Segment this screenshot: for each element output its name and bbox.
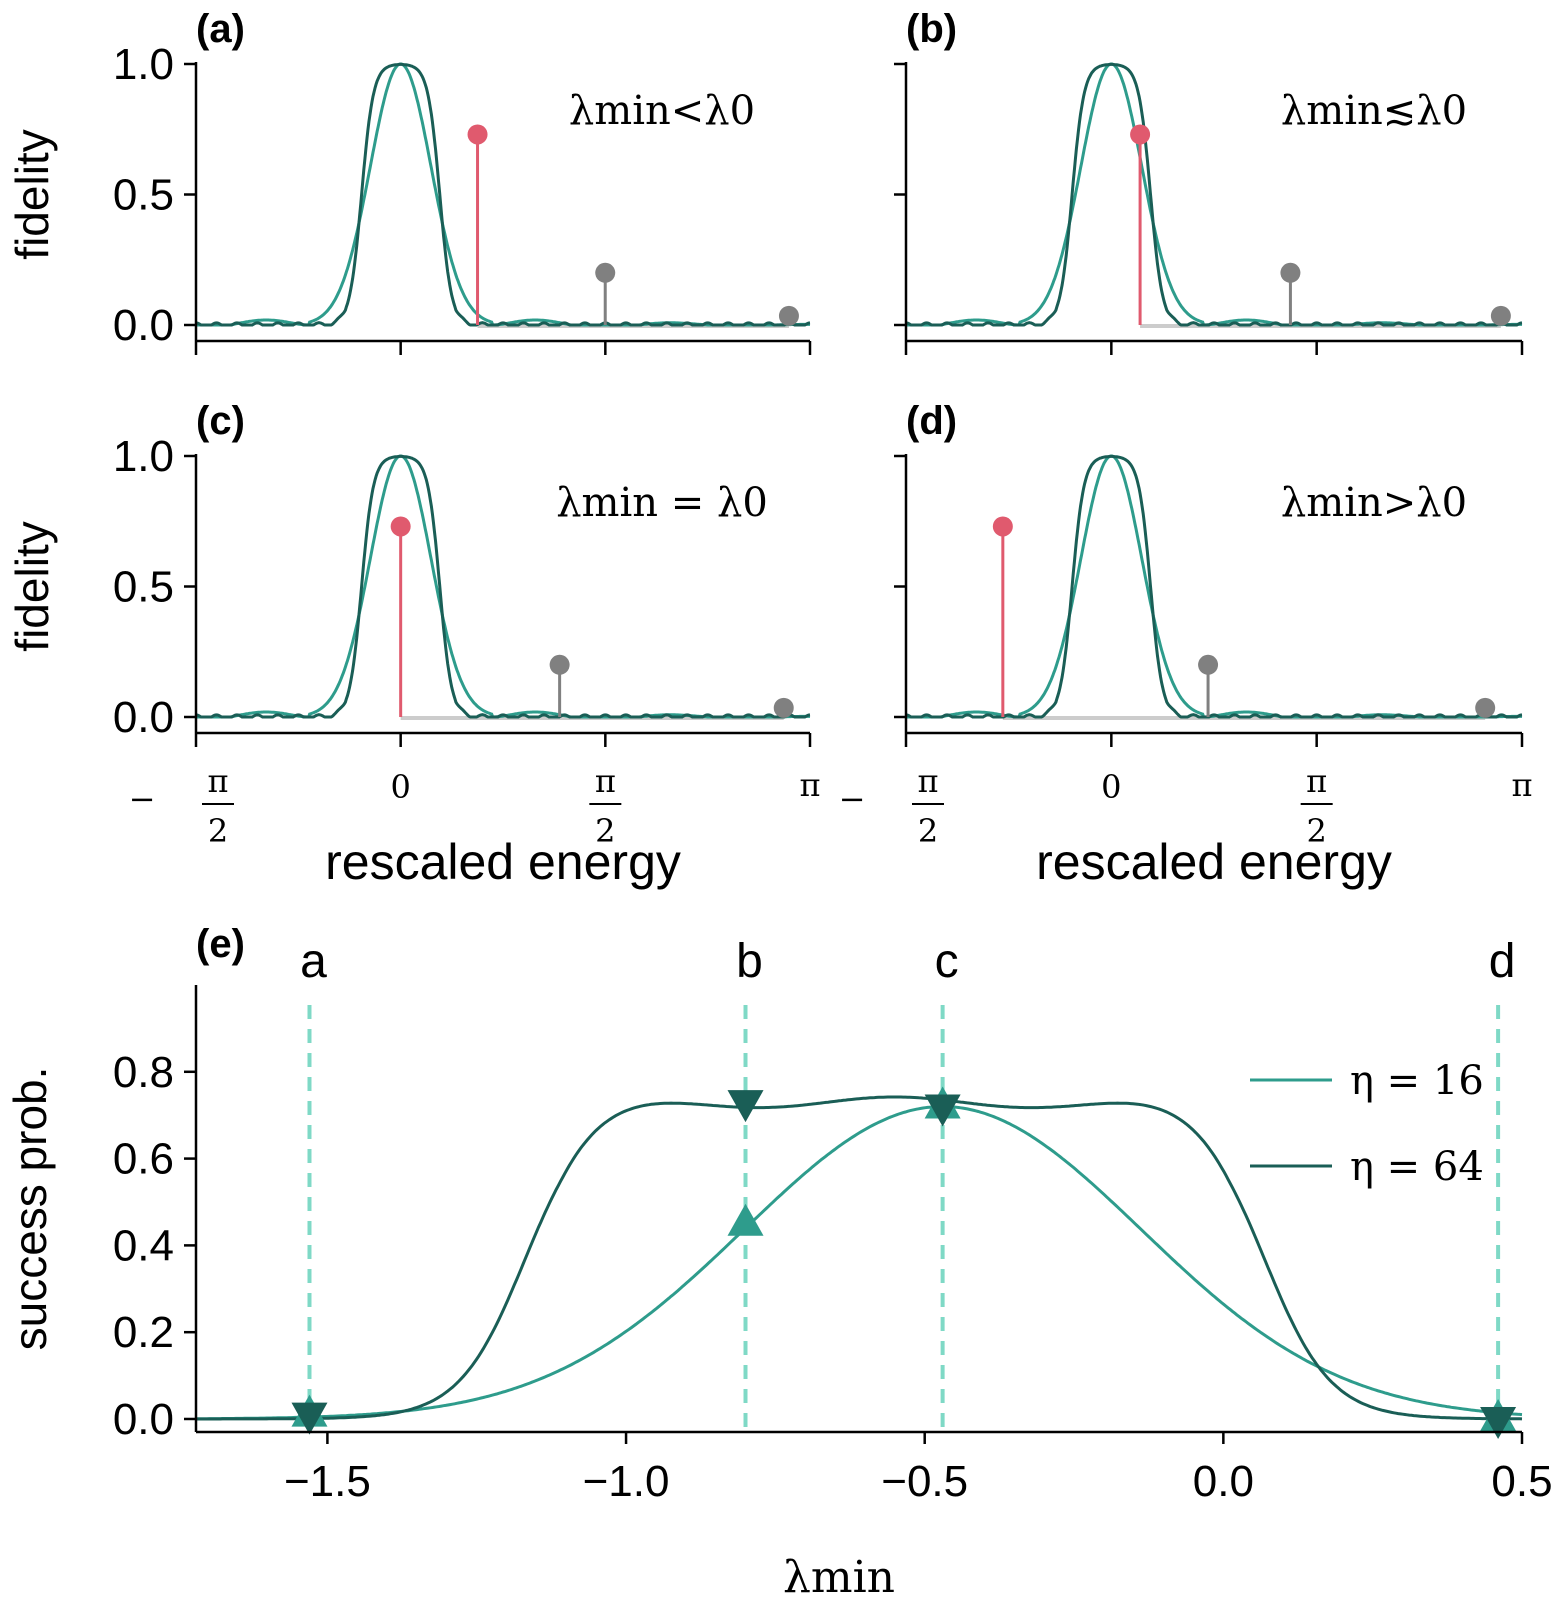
vline-label: a <box>300 935 327 988</box>
stem-point-other <box>1475 697 1496 718</box>
x-tick-label-zero: 0 <box>1101 768 1121 806</box>
stem-point-other <box>778 305 799 326</box>
vline-label: c <box>935 935 959 988</box>
stem-point-other <box>1280 262 1301 283</box>
panel-annotation: λmin<λ0 <box>569 88 755 134</box>
stem-point-target <box>992 516 1013 537</box>
x-tick-label-pi: π <box>917 762 938 800</box>
legend: η = 16 η = 64 <box>1250 1058 1484 1190</box>
x-tick-label-two: 2 <box>208 812 228 850</box>
panel-d: − π 2 0 π 2 π rescaled energy (d) λmin>λ0 <box>839 399 1533 890</box>
stem-point-target <box>467 124 488 145</box>
vline-label: d <box>1489 935 1516 988</box>
y-tick-label: 0.8 <box>113 1048 174 1097</box>
marker-eta64 <box>1480 1406 1517 1439</box>
series-line-eta64 <box>905 62 1523 327</box>
x-axis-label: rescaled energy <box>325 834 681 890</box>
x-tick-label-pi: π <box>1511 766 1532 804</box>
series-line-eta16 <box>196 1105 1523 1421</box>
panel-e: a b c d 0.0 0.2 0.4 0.6 0.8 −1.5 −1.0 −0.5 0.0 0.5 suc… <box>4 922 1553 1603</box>
legend-label-eta64: η = 64 <box>1350 1144 1484 1190</box>
y-tick-label: 0.5 <box>113 171 174 220</box>
x-tick-label-pi: π <box>799 766 820 804</box>
x-axis-label: rescaled energy <box>1036 834 1392 890</box>
y-axis-label: fidelity <box>6 521 58 651</box>
x-tick-label-two: 2 <box>595 812 615 850</box>
x-tick-label-pi: π <box>595 762 616 800</box>
series-line-eta64 <box>195 62 811 327</box>
stem-point-target <box>390 516 411 537</box>
panel-annotation: λmin≲λ0 <box>1281 88 1467 134</box>
y-tick-label: 0.0 <box>113 693 174 742</box>
x-tick-label-two: 2 <box>918 812 938 850</box>
panel-c: 0.0 0.5 1.0 − π 2 0 π 2 π rescaled energy fidelity (… <box>6 399 821 890</box>
panel-a: 0.0 0.5 1.0 fidelity (a) λmin<λ0 <box>6 7 812 355</box>
stem-point-other <box>549 654 570 675</box>
x-tick-label-zero: 0 <box>390 768 410 806</box>
x-tick-label: 0.5 <box>1491 1457 1552 1506</box>
legend-label-eta16: η = 16 <box>1350 1058 1484 1104</box>
y-axis-label: success prob. <box>4 1067 56 1351</box>
series-line-eta64 <box>195 454 811 719</box>
marker-eta64 <box>924 1094 961 1127</box>
panel-annotation: λmin = λ0 <box>556 480 768 526</box>
panels-layer: 0.0 0.5 1.0 fidelity (a) λmin<λ0 (b) λmin≲λ0 0.0… <box>4 7 1553 1603</box>
x-tick-label-minus: − <box>839 780 866 818</box>
stem-point-other <box>1198 654 1219 675</box>
y-tick-label: 0.5 <box>113 563 174 612</box>
panel-annotation: λmin>λ0 <box>1281 480 1467 526</box>
vline-label: b <box>736 935 763 988</box>
x-tick-label: −1.0 <box>583 1457 670 1506</box>
y-tick-label: 0.6 <box>113 1135 174 1184</box>
panel-tag: (d) <box>906 399 957 443</box>
y-axis-label: fidelity <box>6 129 58 259</box>
panel-b: (b) λmin≲λ0 <box>894 7 1524 355</box>
marker-eta64 <box>727 1090 764 1123</box>
x-tick-label-two: 2 <box>1306 812 1326 850</box>
x-axis-label: λmin <box>783 1552 895 1603</box>
stem-point-other <box>595 262 616 283</box>
y-tick-label: 1.0 <box>113 432 174 481</box>
x-tick-label-pi: π <box>1306 762 1327 800</box>
x-tick-label-minus: − <box>129 780 156 818</box>
panel-tag: (e) <box>196 922 245 966</box>
y-tick-label: 0.0 <box>113 301 174 350</box>
panel-tag: (a) <box>196 7 245 51</box>
panel-tag: (c) <box>196 399 245 443</box>
y-tick-label: 1.0 <box>113 40 174 89</box>
y-tick-label: 0.2 <box>113 1308 174 1357</box>
stem-point-target <box>1130 124 1151 145</box>
y-tick-label: 0.4 <box>113 1221 174 1270</box>
marker-eta64 <box>291 1402 328 1435</box>
series-line-eta64 <box>196 1095 1523 1421</box>
panel-tag: (b) <box>906 7 957 51</box>
y-tick-label: 0.0 <box>113 1395 174 1444</box>
stem-point-other <box>773 697 794 718</box>
x-tick-label: 0.0 <box>1193 1457 1254 1506</box>
x-tick-label-pi: π <box>207 762 228 800</box>
x-tick-label: −1.5 <box>284 1457 371 1506</box>
stem-point-other <box>1490 305 1511 326</box>
series-line-eta64 <box>905 454 1523 719</box>
marker-eta16 <box>727 1203 764 1236</box>
x-tick-label: −0.5 <box>881 1457 968 1506</box>
